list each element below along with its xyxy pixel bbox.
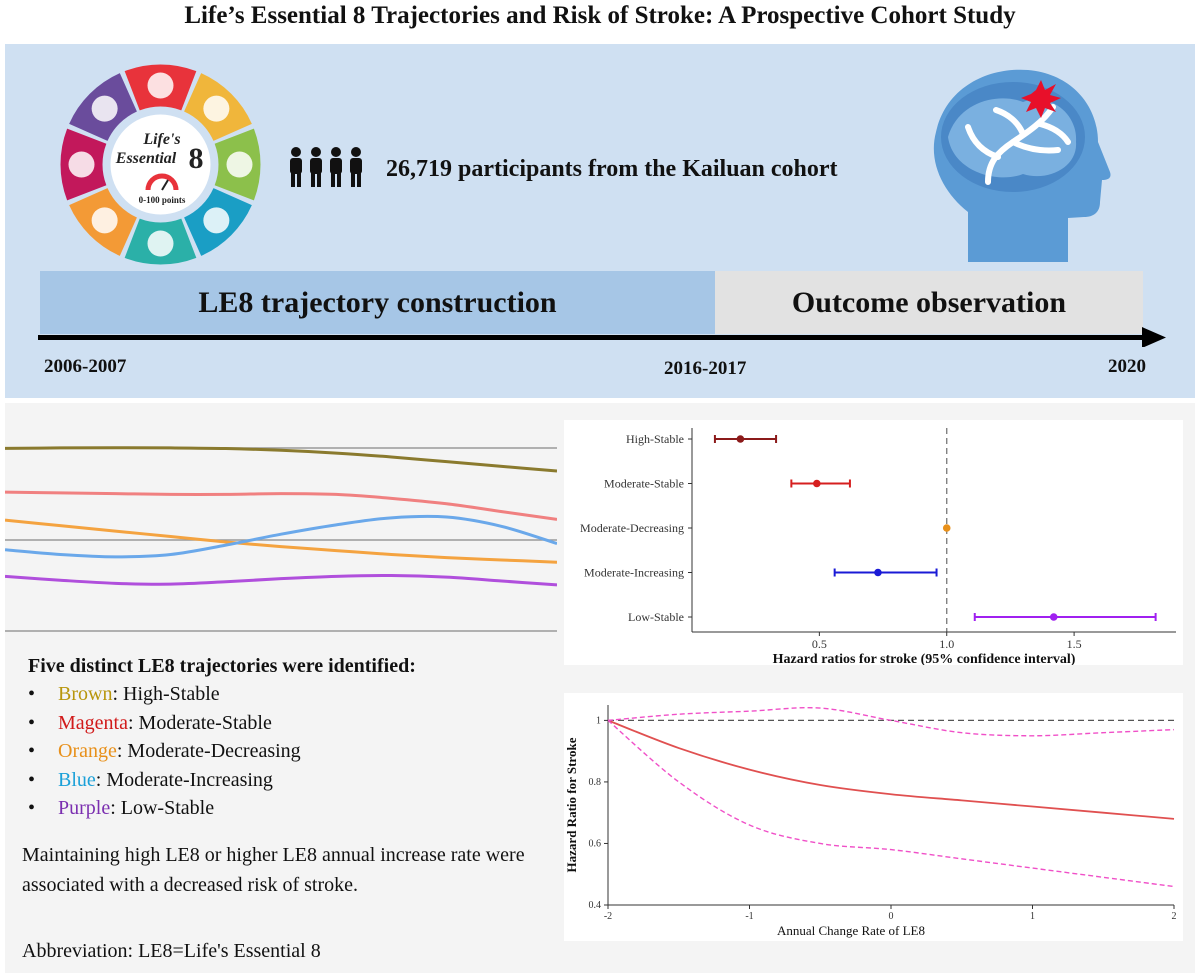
trajectory-heading: Five distinct LE8 trajectories were iden…	[28, 655, 416, 677]
trajectory-item: • Blue: Moderate-Increasing	[28, 768, 273, 791]
category-label: High-Stable	[626, 432, 684, 446]
logo-points: 0-100 points	[139, 195, 186, 205]
x-axis-label: Annual Change Rate of LE8	[777, 923, 925, 938]
participants-text: 26,719 participants from the Kailuan coh…	[386, 156, 838, 182]
hr-point	[942, 524, 951, 532]
hazard-ratio-forest-plot: High-Stable Moderate-Stable Moderate-Decre…	[564, 420, 1183, 665]
phase-trajectory-bar: LE8 trajectory construction	[40, 271, 715, 334]
trajectory-line-moderate-increasing	[5, 514, 557, 559]
category-label: Moderate-Decreasing	[580, 521, 684, 535]
trajectory-item: • Purple: Low-Stable	[28, 797, 215, 819]
y-tick-label: 0.4	[589, 900, 602, 911]
x-tick-label: 2	[1172, 911, 1177, 922]
gauge-icon	[145, 173, 179, 191]
trajectory-line-low-stable	[5, 574, 557, 587]
spline-line-upper-ci	[607, 707, 1175, 737]
segment-icon	[226, 151, 253, 178]
x-tick-label: 1	[1030, 911, 1035, 922]
x-tick-label: 0	[889, 911, 894, 922]
x-tick-label: 1.0	[939, 637, 954, 651]
spline-line-hr	[607, 719, 1175, 820]
trajectory-chart	[5, 446, 557, 632]
x-tick-label: -1	[745, 911, 753, 922]
people-icon	[290, 147, 362, 187]
hr-point	[1049, 613, 1058, 621]
phase-outcome-label: Outcome observation	[791, 286, 1067, 319]
year-mid: 2016-2017	[664, 358, 747, 379]
hr-point	[813, 479, 821, 488]
y-tick-label: 0.8	[589, 777, 602, 788]
hr-point	[736, 435, 745, 443]
segment-icon	[147, 72, 174, 99]
plot-area	[691, 427, 1177, 633]
category-label: Moderate-Stable	[604, 477, 684, 491]
segment-icon	[203, 207, 230, 234]
logo-line2: Essential	[115, 150, 177, 167]
brain-stroke-icon	[933, 69, 1111, 262]
logo-line1: Life's	[142, 131, 180, 148]
trajectory-line-moderate-decreasing	[5, 518, 557, 564]
trajectory-item: • Orange: Moderate-Decreasing	[28, 740, 301, 762]
x-tick-label: -2	[604, 911, 612, 922]
category-label: Low-Stable	[628, 610, 684, 624]
hr-point	[874, 568, 882, 577]
conclusion-text: Maintaining high LE8 or higher LE8 annua…	[22, 844, 525, 896]
x-tick-label: 1.5	[1067, 637, 1082, 651]
y-tick-label: 0.6	[589, 838, 602, 849]
page-title: Life’s Essential 8 Trajectories and Risk…	[184, 2, 1016, 29]
segment-icon	[91, 95, 118, 122]
trajectory-item: • Brown: High-Stable	[28, 683, 220, 705]
stroke-burst-icon	[1021, 80, 1061, 118]
y-axis-label: Hazard Ratio for Stroke	[564, 737, 579, 872]
timeline-arrow	[38, 327, 1166, 347]
x-axis-label: Hazard ratios for stroke (95% confidence…	[773, 652, 1076, 665]
year-end: 2020	[1108, 356, 1146, 377]
x-tick-label: 0.5	[812, 637, 827, 651]
restricted-cubic-spline-plot: 0.4 0.6 0.8 1 -2 -1 0 1 2 Annual Change Rate of L…	[564, 693, 1183, 941]
abbreviation-text: Abbreviation: LE8=Life's Essential 8	[22, 940, 321, 962]
segment-icon	[203, 95, 230, 122]
le8-logo: Life's Essential 8 0-100 points	[60, 64, 261, 265]
spline-line-lower-ci	[607, 719, 1175, 888]
logo-segments	[60, 64, 261, 265]
phase-outcome-bar: Outcome observation	[715, 271, 1143, 334]
trajectory-line-high-stable	[5, 446, 557, 473]
segment-icon	[147, 230, 174, 257]
y-tick-label: 1	[596, 715, 601, 726]
year-start: 2006-2007	[44, 356, 127, 377]
logo-number: 8	[189, 142, 204, 175]
trajectory-legend: Five distinct LE8 trajectories were iden…	[28, 655, 558, 823]
trajectory-item: • Magenta: Moderate-Stable	[28, 711, 272, 734]
segment-icon	[91, 207, 118, 234]
segment-icon	[68, 151, 95, 178]
category-label: Moderate-Increasing	[584, 566, 684, 580]
phase-trajectory-label: LE8 trajectory construction	[198, 286, 557, 319]
trajectory-line-moderate-stable	[5, 490, 557, 521]
